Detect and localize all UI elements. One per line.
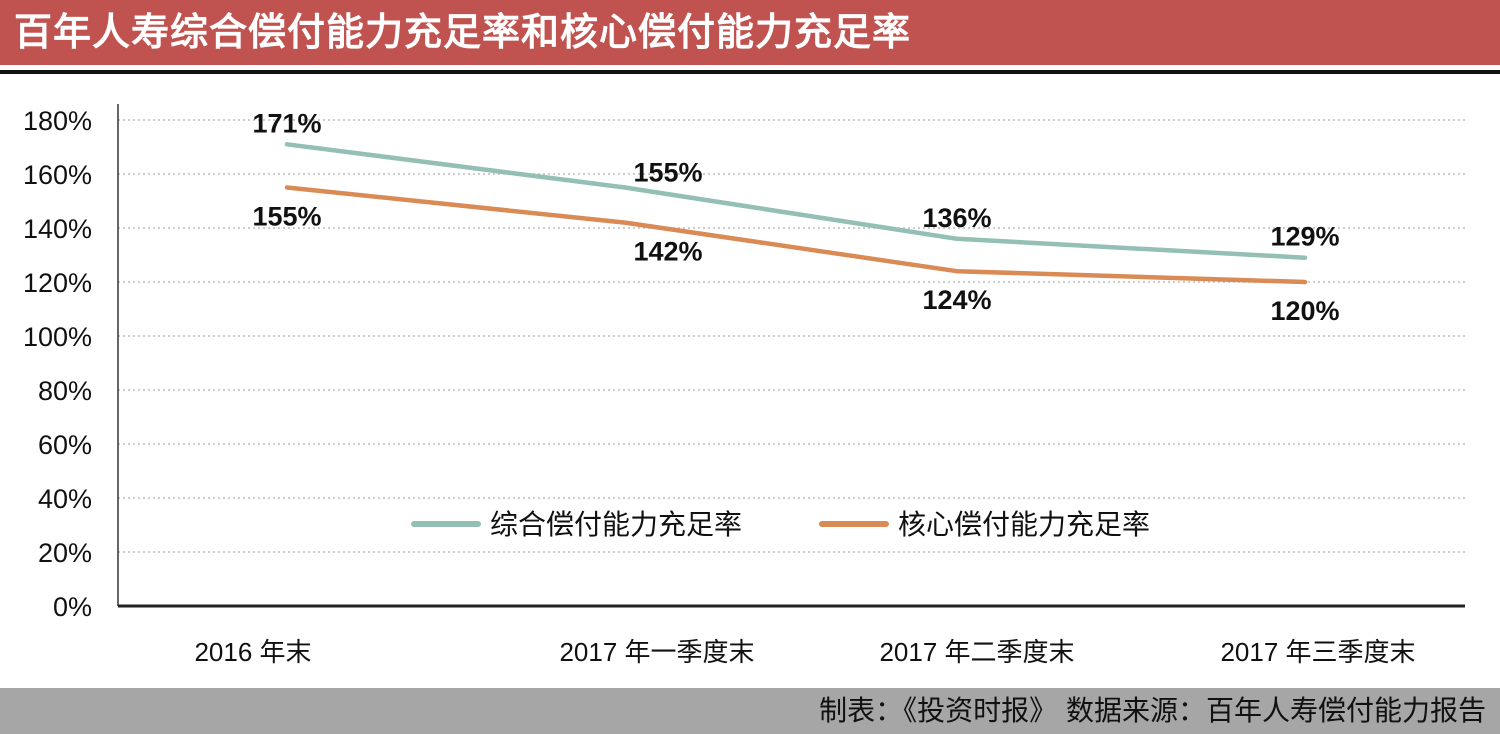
data-point	[285, 142, 289, 147]
data-point	[955, 236, 959, 241]
data-label: 120%	[1270, 296, 1339, 326]
data-label: 124%	[922, 285, 991, 315]
y-tick-label: 0%	[53, 592, 92, 622]
data-point	[1303, 280, 1307, 284]
data-point	[955, 269, 959, 274]
title-rule	[0, 70, 1500, 74]
y-tick-label: 120%	[23, 268, 92, 298]
data-point	[623, 220, 627, 225]
x-tick-label: 2016 年末	[194, 637, 311, 667]
data-label: 155%	[633, 158, 702, 188]
line-chart: 0% 20% 40% 60% 80% 100% 120% 140% 160% 180% 2016 年…	[23, 104, 1465, 667]
y-tick-label: 100%	[23, 322, 92, 352]
legend-label: 核心偿付能力充足率	[898, 508, 1150, 541]
data-label: 171%	[252, 108, 321, 138]
x-tick-label: 2017 年一季度末	[559, 637, 754, 667]
data-label: 136%	[922, 203, 991, 233]
source-footer: 制表：《投资时报》 数据来源：百年人寿偿付能力报告	[0, 688, 1500, 734]
data-point	[285, 185, 289, 190]
y-tick-label: 80%	[38, 376, 92, 406]
data-point	[623, 185, 627, 190]
series-line-1	[284, 142, 1308, 260]
data-label: 129%	[1270, 222, 1339, 252]
y-tick-label: 160%	[23, 160, 92, 190]
data-label: 142%	[633, 237, 702, 267]
x-tick-label: 2017 年二季度末	[879, 637, 1074, 667]
x-tick-label: 2017 年三季度末	[1220, 637, 1415, 667]
chart-title: 百年人寿综合偿付能力充足率和核心偿付能力充足率	[0, 0, 1500, 65]
y-tick-label: 20%	[38, 538, 92, 568]
data-label: 155%	[252, 202, 321, 232]
legend-label: 综合偿付能力充足率	[490, 508, 742, 541]
y-tick-label: 60%	[38, 430, 92, 460]
y-tick-label: 180%	[23, 106, 92, 136]
y-tick-label: 140%	[23, 214, 92, 244]
series-line-2	[284, 185, 1308, 285]
data-point	[1303, 255, 1307, 260]
y-tick-label: 40%	[38, 484, 92, 514]
